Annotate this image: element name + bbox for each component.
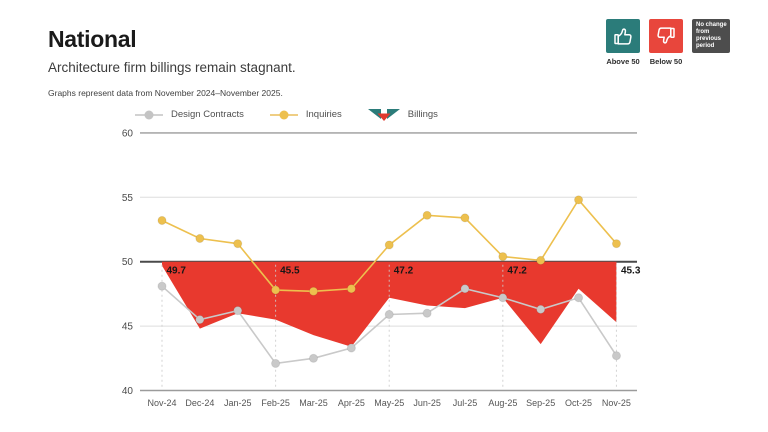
score-key-badges: Above 50 Below 50 No change from previou… <box>606 19 730 66</box>
x-axis-labels: Nov-24 Dec-24 Jan-25 Feb-25 Mar-25 Apr-25 May-… <box>147 398 630 408</box>
date-range-note: Graphs represent data from November 2024… <box>48 88 283 98</box>
svg-text:60: 60 <box>122 128 134 139</box>
page-title: National <box>48 26 137 52</box>
svg-text:Mar-25: Mar-25 <box>299 398 328 408</box>
above-50-label: Above 50 <box>606 57 640 66</box>
below-50-badge: Below 50 <box>649 19 683 66</box>
no-change-box: No change from previous period <box>692 19 730 53</box>
legend-item-inquiries: Inquiries <box>269 109 342 120</box>
svg-text:Dec-24: Dec-24 <box>185 398 214 408</box>
svg-text:Jul-25: Jul-25 <box>453 398 478 408</box>
inquiries-series <box>157 195 622 296</box>
svg-text:45.5: 45.5 <box>280 266 300 277</box>
svg-text:Apr-25: Apr-25 <box>338 398 365 408</box>
thumbs-up-icon <box>606 19 640 53</box>
header: National Architecture firm billings rema… <box>48 26 296 98</box>
svg-text:45: 45 <box>122 322 134 333</box>
no-change-badge: No change from previous period <box>692 19 730 53</box>
y-axis-labels: 40 45 50 55 60 <box>122 128 134 397</box>
billings-swatch-icon <box>367 109 400 121</box>
design-contracts-series <box>157 281 622 369</box>
no-change-text: No change from previous period <box>696 22 727 50</box>
svg-text:45.3: 45.3 <box>621 266 641 277</box>
thumbs-down-icon <box>649 19 683 53</box>
svg-text:Jun-25: Jun-25 <box>413 398 441 408</box>
svg-text:Jan-25: Jan-25 <box>224 398 252 408</box>
svg-text:49.7: 49.7 <box>167 266 187 277</box>
below-50-label: Below 50 <box>649 57 683 66</box>
svg-text:May-25: May-25 <box>374 398 404 408</box>
legend-item-design-contracts: Design Contracts <box>135 109 244 120</box>
svg-text:47.2: 47.2 <box>394 266 414 277</box>
svg-text:Feb-25: Feb-25 <box>261 398 290 408</box>
svg-text:40: 40 <box>122 386 134 397</box>
above-50-badge: Above 50 <box>606 19 640 66</box>
legend-item-billings: Billings <box>367 107 438 122</box>
svg-text:Aug-25: Aug-25 <box>488 398 517 408</box>
chart-legend: Design Contracts Inquiries Billings <box>135 107 438 122</box>
inquiries-swatch-icon <box>269 110 298 119</box>
svg-text:47.2: 47.2 <box>507 266 527 277</box>
design-contracts-swatch-icon <box>135 110 163 119</box>
billings-value-labels: 49.7 45.5 47.2 47.2 45.3 <box>167 266 641 277</box>
billings-area <box>162 261 617 347</box>
svg-text:Sep-25: Sep-25 <box>526 398 555 408</box>
page-subtitle: Architecture firm billings remain stagna… <box>48 60 296 75</box>
svg-text:Nov-24: Nov-24 <box>147 398 176 408</box>
svg-text:50: 50 <box>122 257 134 268</box>
svg-text:Oct-25: Oct-25 <box>565 398 592 408</box>
svg-text:Nov-25: Nov-25 <box>602 398 631 408</box>
svg-text:55: 55 <box>122 193 134 204</box>
